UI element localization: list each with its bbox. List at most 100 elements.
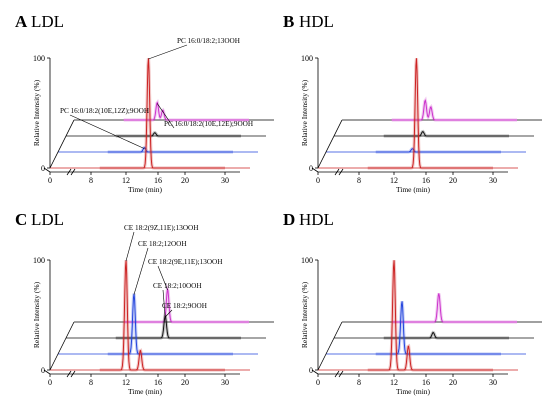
x-tick-label: 8 — [357, 378, 361, 387]
panel-a: A LDL 0 100 Relative Intensity (%) 0 8 12 16 20 30… — [15, 12, 274, 194]
series-1-trace — [107, 293, 233, 355]
x-tick-label: 20 — [449, 378, 457, 387]
series-1-trace-glow — [107, 145, 233, 154]
x-tick-label: 20 — [181, 176, 189, 185]
series-1-trace — [375, 148, 501, 153]
annotation-leader-line — [148, 44, 188, 60]
depth-axis — [317, 321, 343, 371]
axis-break-mark — [334, 370, 340, 378]
x-tick-label: 12 — [122, 378, 130, 387]
peak-annotation: PC 16:0/18:2(10E,12Z);9OOH — [60, 107, 149, 115]
axis-break-mark — [334, 168, 340, 176]
annotation-leader-line — [164, 309, 173, 318]
x-tick-label: 30 — [221, 176, 229, 185]
annotation-leader-line — [125, 231, 135, 262]
peak-annotation: CE 18:2;9OOH — [162, 302, 207, 310]
panel-letter: B — [283, 12, 294, 31]
series-3-trace-glow — [391, 293, 517, 324]
depth-axis-front — [43, 167, 51, 173]
axis-break-mark — [338, 168, 344, 176]
x-axis-label: Time (min) — [128, 387, 163, 396]
series-2-trace-glow — [383, 129, 509, 138]
y-tick-label: 100 — [33, 54, 45, 63]
x-tick-label: 0 — [48, 378, 52, 387]
panel-letter: D — [283, 210, 295, 229]
series-2-trace — [115, 132, 241, 137]
x-tick-label: 20 — [181, 378, 189, 387]
panel-b: B HDL 0 100 Relative Intensity (%) 0 8 12 16 20 30… — [283, 12, 542, 194]
x-tick-label: 16 — [422, 378, 430, 387]
y-tick-label: 100 — [301, 54, 313, 63]
axis-break-mark — [66, 168, 72, 176]
panel-letter: A — [15, 12, 28, 31]
depth-axis — [49, 119, 75, 169]
panel-letter: C — [15, 210, 27, 229]
series-2-trace — [115, 314, 241, 339]
annotation-leader-line — [162, 289, 166, 318]
y-axis-label: Relative Intensity (%) — [32, 281, 41, 348]
x-tick-label: 12 — [122, 176, 130, 185]
peak-annotation: CE 18:2;12OOH — [138, 240, 187, 248]
y-axis-label: Relative Intensity (%) — [300, 79, 309, 146]
peak-annotation: CE 18:2(9Z,11E);13OOH — [124, 224, 198, 232]
x-tick-label: 12 — [390, 176, 398, 185]
y-tick-label: 100 — [33, 256, 45, 265]
x-tick-label: 16 — [422, 176, 430, 185]
axis-break-mark — [338, 370, 344, 378]
panel-c: C LDL 0 100 Relative Intensity (%) 0 8 12 16 20 30… — [15, 210, 274, 396]
series-1-trace — [375, 301, 501, 355]
axis-break-mark — [70, 370, 76, 378]
y-tick-label: 0 — [41, 366, 45, 375]
series-3-trace — [123, 101, 249, 121]
y-tick-label: 0 — [41, 164, 45, 173]
x-tick-label: 16 — [154, 176, 162, 185]
series-3-trace-glow — [391, 96, 517, 122]
series-0-trace — [367, 58, 493, 169]
x-tick-label: 16 — [154, 378, 162, 387]
series-3-trace — [123, 287, 249, 323]
annotation-leader-line — [133, 247, 149, 295]
x-axis-label: Time (min) — [396, 387, 431, 396]
series-0-trace — [99, 58, 225, 169]
x-tick-label: 0 — [316, 176, 320, 185]
annotation-leader-line — [156, 103, 175, 129]
peak-annotation: PC 16:0/18:2;13OOH — [177, 37, 240, 45]
x-axis-label: Time (min) — [396, 185, 431, 194]
annotation-leader-line — [69, 114, 145, 149]
panel-title: LDL — [31, 210, 64, 229]
y-tick-label: 0 — [309, 164, 313, 173]
series-0-trace — [99, 260, 225, 371]
x-tick-label: 0 — [48, 176, 52, 185]
x-tick-label: 12 — [390, 378, 398, 387]
x-tick-label: 0 — [316, 378, 320, 387]
x-tick-label: 30 — [489, 176, 497, 185]
panel-title: HDL — [299, 12, 334, 31]
depth-axis-front — [43, 369, 51, 375]
x-axis-label: Time (min) — [128, 185, 163, 194]
y-tick-label: 100 — [301, 256, 313, 265]
depth-axis — [49, 321, 75, 371]
series-2-trace — [383, 331, 509, 339]
peak-annotation: PC 16:0/18:2(10E,12E);9OOH — [164, 120, 253, 128]
peak-annotation: CE 18:2(9E,11E);13OOH — [148, 258, 222, 266]
depth-axis-front — [311, 369, 319, 375]
panel-title: HDL — [299, 210, 334, 229]
x-tick-label: 8 — [89, 176, 93, 185]
series-0-trace — [367, 260, 493, 371]
annotation-leader-line — [157, 265, 168, 291]
x-tick-label: 30 — [489, 378, 497, 387]
x-tick-label: 8 — [89, 378, 93, 387]
depth-axis-front — [311, 167, 319, 173]
x-tick-label: 30 — [221, 378, 229, 387]
series-1-trace — [107, 147, 233, 153]
x-tick-label: 20 — [449, 176, 457, 185]
y-axis-label: Relative Intensity (%) — [32, 79, 41, 146]
depth-axis — [317, 119, 343, 169]
series-3-trace — [391, 293, 517, 323]
y-axis-label: Relative Intensity (%) — [300, 281, 309, 348]
axis-break-mark — [70, 168, 76, 176]
y-tick-label: 0 — [309, 366, 313, 375]
panel-title: LDL — [31, 12, 64, 31]
panel-d: D HDL 0 100 Relative Intensity (%) 0 8 12 16 20 30… — [283, 210, 542, 396]
